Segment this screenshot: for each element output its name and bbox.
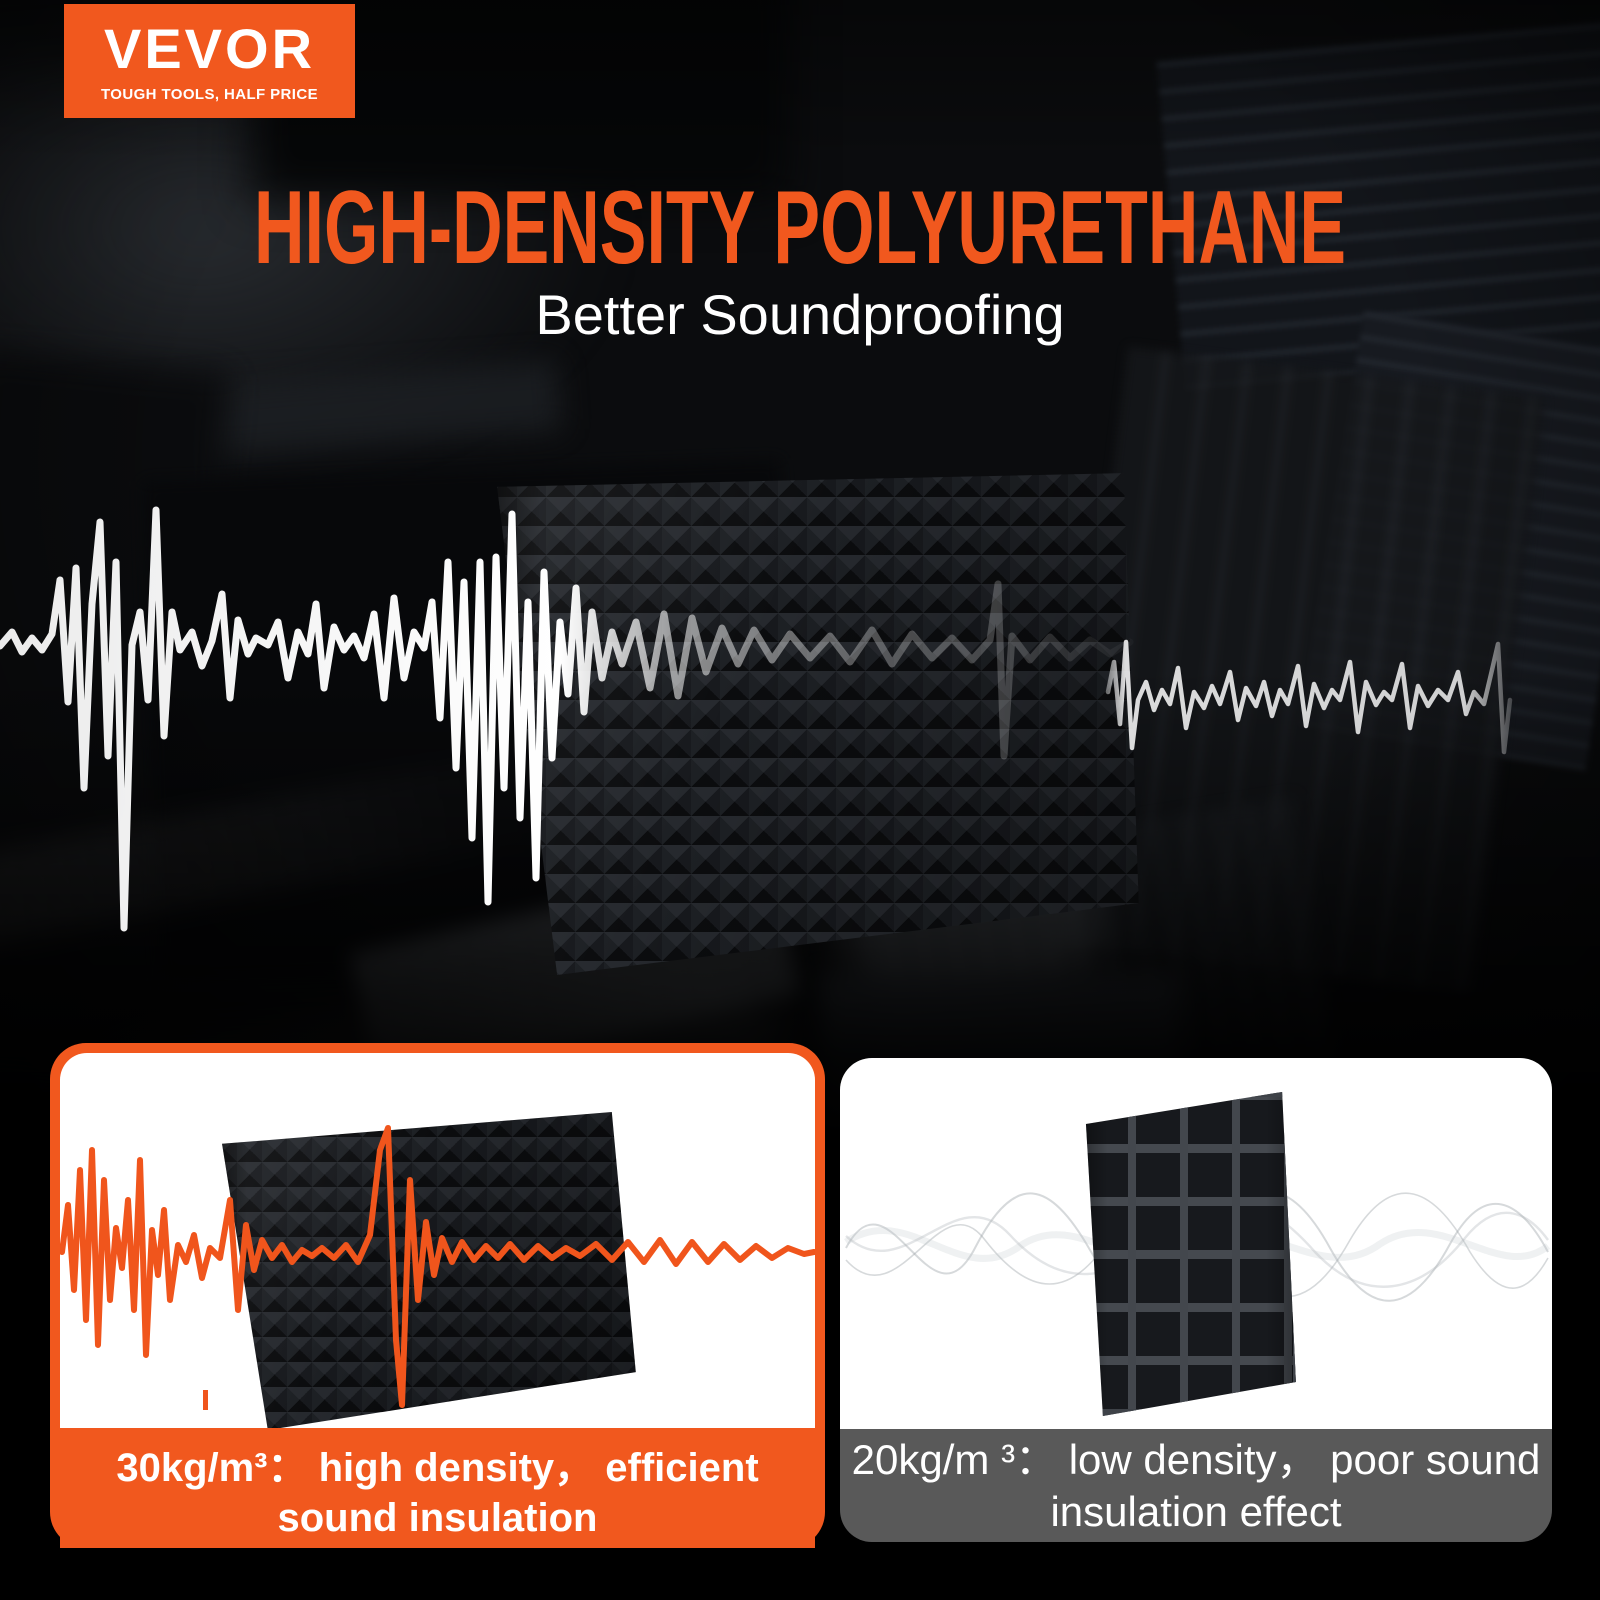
- brand-name: VEVOR: [103, 17, 316, 80]
- low-density-caption-line2: insulation effect: [1050, 1487, 1342, 1535]
- orange-wave-svg: [60, 1125, 815, 1410]
- orange-soundwave-icon: [60, 1125, 815, 1408]
- orange-wave-tick: [203, 1390, 208, 1410]
- high-density-caption-line2: sound insulation: [277, 1496, 598, 1540]
- high-density-visual: [60, 1053, 815, 1428]
- pyramid-panel-thumb: [222, 1112, 636, 1428]
- low-density-caption: 20kg/m ³： low density， poor sound insula…: [840, 1429, 1552, 1542]
- high-density-caption-line1: 30kg/m³： high density， efficient: [116, 1446, 759, 1490]
- brand-tagline: TOUGH TOOLS, HALF PRICE: [101, 86, 318, 103]
- brand-logo: VEVOR TOUGH TOOLS, HALF PRICE: [64, 4, 355, 118]
- high-density-caption: 30kg/m³： high density， efficient sound i…: [60, 1428, 815, 1548]
- card-low-density: 20kg/m ³： low density， poor sound insula…: [840, 1058, 1552, 1542]
- low-density-caption-line1: 20kg/m ³： low density， poor sound: [851, 1435, 1541, 1483]
- card-high-density: 30kg/m³： high density， efficient sound i…: [50, 1043, 825, 1548]
- card-high-inner: 30kg/m³： high density， efficient sound i…: [60, 1053, 815, 1548]
- grid-panel-thumb: [1085, 1091, 1296, 1417]
- low-density-visual: [840, 1058, 1552, 1429]
- acoustic-foam-panel: [497, 473, 1139, 975]
- hero-subtitle: Better Soundproofing: [535, 283, 1065, 346]
